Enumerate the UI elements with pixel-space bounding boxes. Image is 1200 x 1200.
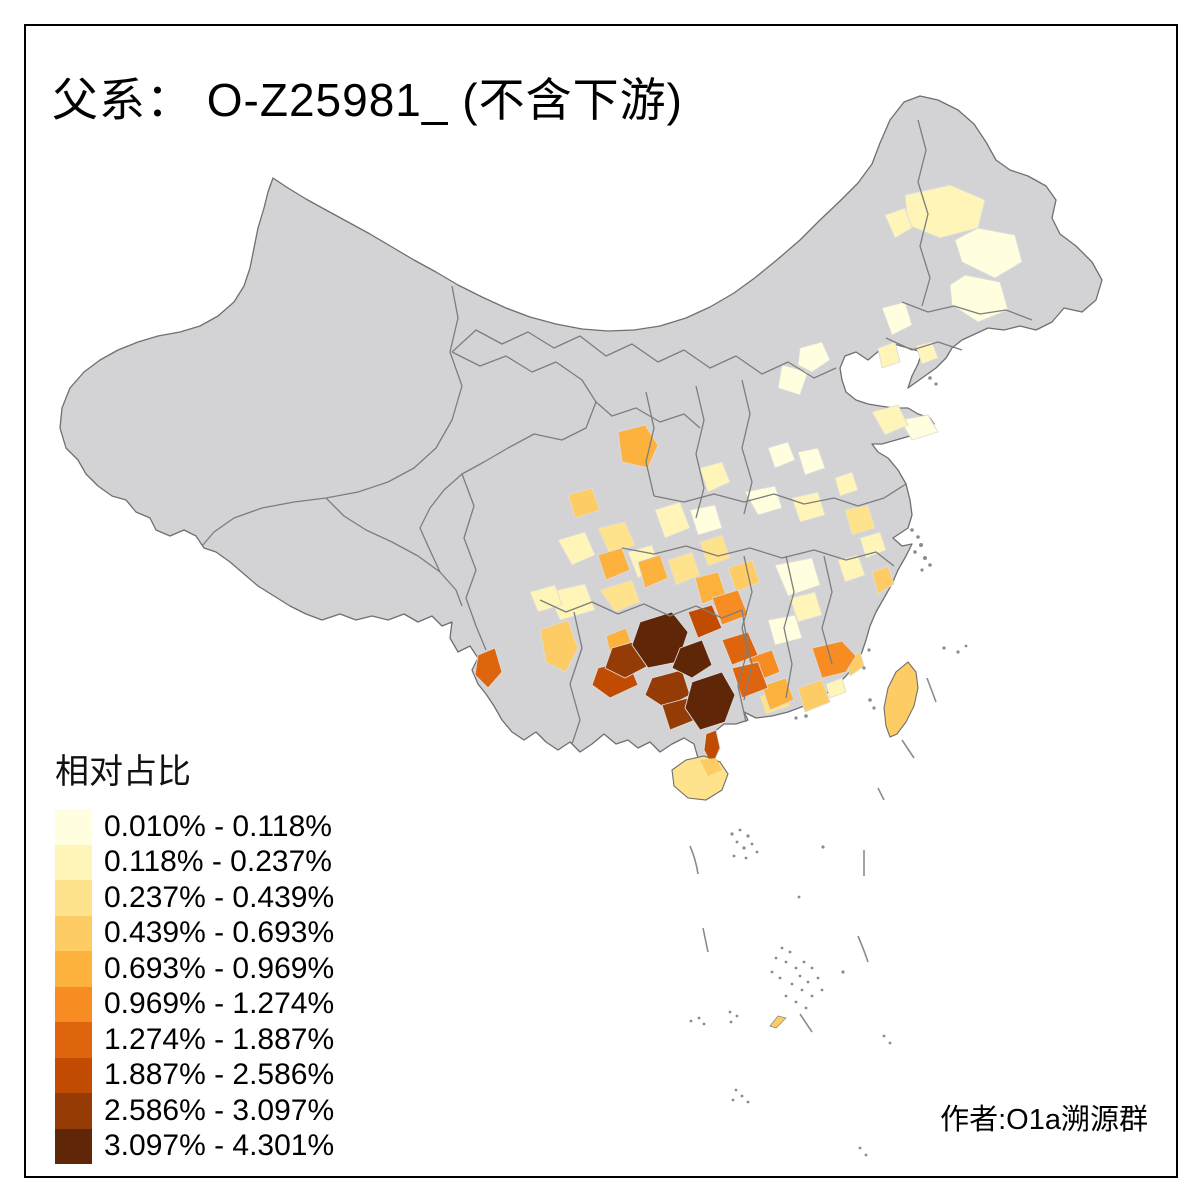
hainan-island bbox=[671, 755, 729, 801]
legend-swatch bbox=[55, 951, 92, 987]
legend-swatch bbox=[55, 1093, 92, 1129]
legend-label: 3.097% - 4.301% bbox=[104, 1129, 335, 1163]
legend-row: 0.237% - 0.439% bbox=[55, 880, 334, 916]
legend-label: 0.010% - 0.118% bbox=[104, 809, 332, 843]
legend-row: 0.010% - 0.118% bbox=[55, 809, 334, 845]
colored-islet bbox=[769, 1015, 787, 1029]
legend-swatch bbox=[55, 844, 92, 880]
legend-label: 1.274% - 1.887% bbox=[104, 1022, 335, 1056]
legend-label: 1.887% - 2.586% bbox=[104, 1058, 335, 1092]
prefecture-regions bbox=[474, 184, 1023, 767]
legend-rows: 0.010% - 0.118% 0.118% - 0.237% 0.237% -… bbox=[55, 809, 334, 1164]
legend-swatch bbox=[55, 1128, 92, 1164]
legend-label: 0.118% - 0.237% bbox=[104, 845, 332, 879]
legend-row: 0.118% - 0.237% bbox=[55, 844, 334, 880]
legend-row: 0.693% - 0.969% bbox=[55, 951, 334, 987]
legend-swatch bbox=[55, 809, 92, 845]
legend-title: 相对占比 bbox=[55, 753, 191, 791]
province-borders bbox=[201, 119, 1033, 745]
legend-label: 0.969% - 1.274% bbox=[104, 987, 335, 1021]
legend-row: 3.097% - 4.301% bbox=[55, 1128, 335, 1164]
legend-row: 1.887% - 2.586% bbox=[55, 1057, 335, 1093]
author-credit: 作者:O1a溯源群 bbox=[940, 1104, 1148, 1136]
legend-swatch bbox=[55, 880, 92, 916]
legend-label: 2.586% - 3.097% bbox=[104, 1093, 335, 1127]
legend: 相对占比 0.010% - 0.118% 0.118% - 0.237% 0.2… bbox=[55, 744, 334, 1164]
island-dashes bbox=[689, 677, 937, 1033]
taiwan-island bbox=[883, 661, 919, 738]
legend-swatch bbox=[55, 1022, 92, 1058]
legend-swatch bbox=[55, 1057, 92, 1093]
legend-row: 1.274% - 1.887% bbox=[55, 1022, 334, 1058]
legend-row: 0.439% - 0.693% bbox=[55, 915, 335, 951]
legend-row: 0.969% - 1.274% bbox=[55, 986, 335, 1022]
legend-label: 0.693% - 0.969% bbox=[104, 951, 335, 985]
legend-swatch bbox=[55, 986, 92, 1022]
page-title: 父系： O-Z25981_ (不含下游) bbox=[52, 74, 683, 126]
legend-row: 2.586% - 3.097% bbox=[55, 1093, 334, 1129]
legend-swatch bbox=[55, 915, 92, 951]
legend-label: 0.439% - 0.693% bbox=[104, 916, 335, 950]
island-specks bbox=[689, 376, 968, 1157]
legend-label: 0.237% - 0.439% bbox=[104, 880, 335, 914]
